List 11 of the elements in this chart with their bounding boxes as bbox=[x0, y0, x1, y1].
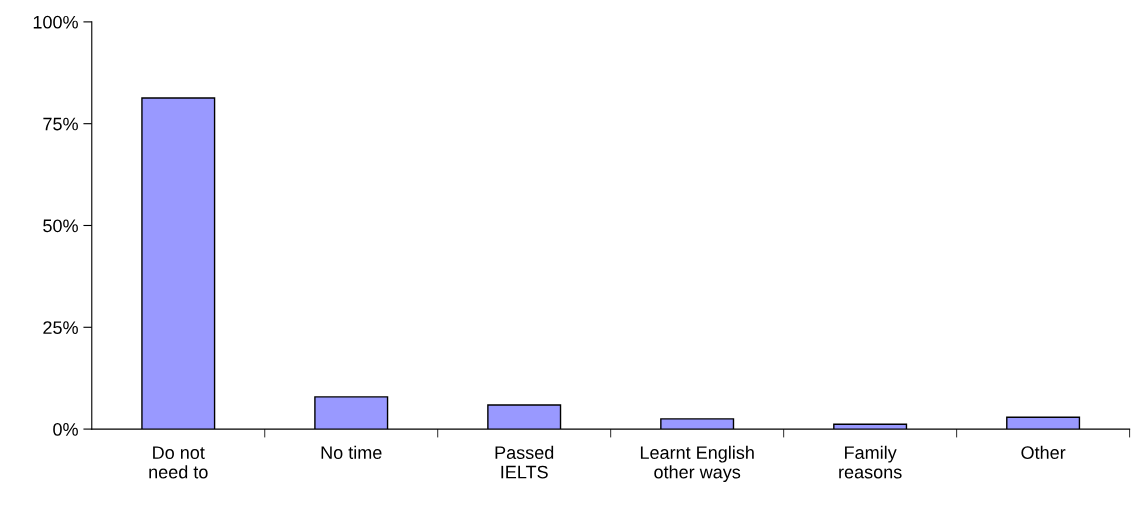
y-tick-label: 100% bbox=[33, 15, 78, 29]
y-tick-label: 50% bbox=[43, 219, 78, 233]
x-tick-label: Passed IELTS bbox=[495, 445, 554, 479]
x-tick-label: Other bbox=[1021, 445, 1066, 460]
x-tick-label: Family reasons bbox=[839, 445, 902, 479]
y-tick-label: 25% bbox=[43, 321, 78, 335]
y-tick-label: 0% bbox=[53, 423, 78, 436]
x-tick-label: Learnt English other ways bbox=[640, 445, 754, 483]
x-tick-label: Do not need to bbox=[149, 446, 208, 479]
y-tick-label: 75% bbox=[43, 117, 78, 131]
x-tick-label: No time bbox=[321, 445, 382, 460]
